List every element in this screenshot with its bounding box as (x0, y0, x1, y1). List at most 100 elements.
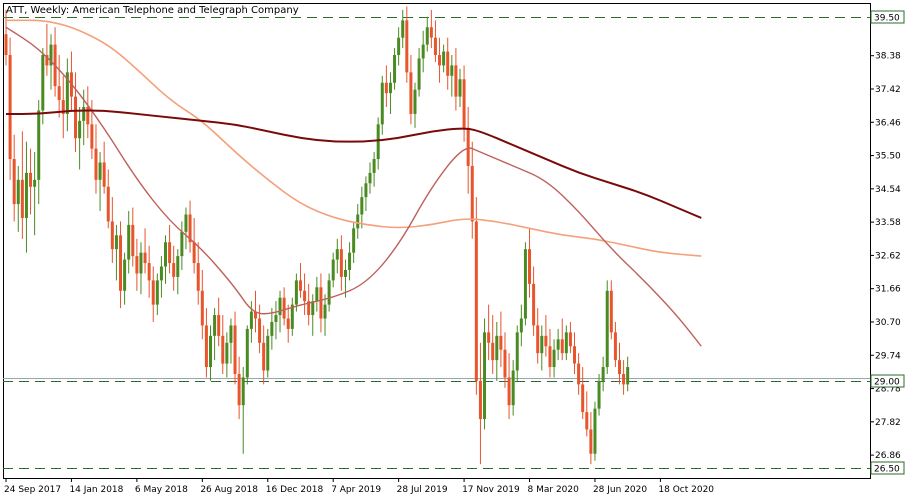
candle-body (217, 315, 221, 336)
candle (360, 186, 364, 229)
candle-body (622, 373, 626, 385)
candle (65, 58, 69, 132)
candle (548, 328, 552, 378)
candle (536, 308, 540, 364)
candle-body (41, 55, 45, 111)
candle (274, 301, 278, 340)
candle-body (335, 249, 339, 260)
candle-body (225, 342, 229, 364)
candle (217, 297, 221, 347)
candle-body (200, 290, 204, 326)
ma_mid-line (5, 19, 702, 257)
candle-body (131, 224, 135, 257)
candle-body (593, 408, 597, 454)
chart-title: ATT, Weekly: American Telephone and Tele… (6, 5, 299, 16)
candle-body (544, 335, 548, 347)
candle (151, 266, 155, 322)
candle (172, 245, 176, 291)
candle-body (164, 242, 168, 267)
candle-body (327, 280, 331, 305)
candle-body (405, 20, 409, 73)
candle (294, 273, 298, 312)
ma_fast-line (5, 26, 702, 347)
candle (319, 273, 323, 333)
candle-body (523, 249, 527, 319)
candle (114, 224, 118, 281)
candle (478, 342, 482, 465)
candle (622, 360, 626, 395)
candle (286, 304, 290, 343)
candle-body (159, 266, 163, 281)
candle-body (286, 318, 290, 329)
candle (519, 304, 523, 347)
candle-body (16, 179, 20, 205)
candle-body (384, 82, 388, 94)
candle (515, 325, 519, 381)
candle-body (446, 51, 450, 76)
candle-body (233, 325, 237, 374)
candle-body (401, 20, 405, 38)
candle-body (45, 55, 49, 66)
candle-body (61, 100, 65, 114)
candle-body (495, 335, 499, 361)
candle (405, 6, 409, 83)
candle (384, 65, 388, 108)
candle (298, 263, 302, 298)
candle (487, 304, 491, 361)
candle (380, 75, 384, 135)
candles (4, 6, 630, 465)
candle-body (483, 332, 487, 420)
candle (372, 152, 376, 187)
candle (470, 141, 474, 239)
price-tick-label: 33.58 (875, 218, 901, 228)
candle (123, 252, 127, 305)
candle (98, 152, 102, 212)
price-tick-label: 37.42 (875, 85, 901, 95)
price-tick-label: 30.70 (875, 318, 901, 328)
candle (474, 197, 478, 395)
candle (483, 318, 487, 430)
candle-body (433, 37, 437, 56)
candle-body (4, 34, 8, 56)
level-badge-box (870, 461, 905, 475)
candle-body (315, 287, 319, 302)
level-badge-label: 29.00 (874, 378, 900, 388)
candle (364, 176, 368, 212)
candle-body (29, 172, 33, 187)
candle (53, 27, 57, 97)
candle-body (360, 197, 364, 215)
candle-body (249, 311, 253, 329)
candle (368, 162, 372, 194)
candle (462, 65, 466, 142)
candle (577, 353, 581, 395)
candle-body (188, 214, 192, 243)
candle (282, 287, 286, 326)
candle-body (258, 318, 262, 343)
candle-body (180, 231, 184, 257)
candle (343, 259, 347, 298)
candle (442, 44, 446, 73)
candle-body (262, 342, 266, 371)
candle (16, 165, 20, 232)
candle (94, 124, 98, 194)
candle-body (442, 51, 446, 66)
level-badge: 29.00 (870, 374, 905, 388)
level-badge-box (870, 10, 905, 24)
time-axis: 24 Sep 2017 14 Jan 2018 6 May 2018 26 Aug 2… (4, 478, 714, 495)
candle (8, 37, 12, 180)
candle-body (33, 179, 37, 187)
candle (135, 238, 139, 291)
candle (458, 68, 462, 108)
candle-body (143, 252, 147, 264)
candle-body (601, 367, 605, 381)
candle-body (425, 27, 429, 45)
candle-body (102, 162, 106, 187)
candle (24, 141, 28, 253)
candle-body (192, 242, 196, 264)
price-tick-label: 35.50 (875, 152, 901, 162)
candle-body (57, 86, 61, 101)
candle-body (462, 79, 466, 128)
candle-body (241, 377, 245, 406)
candle (605, 280, 609, 374)
candle-body (626, 367, 630, 385)
